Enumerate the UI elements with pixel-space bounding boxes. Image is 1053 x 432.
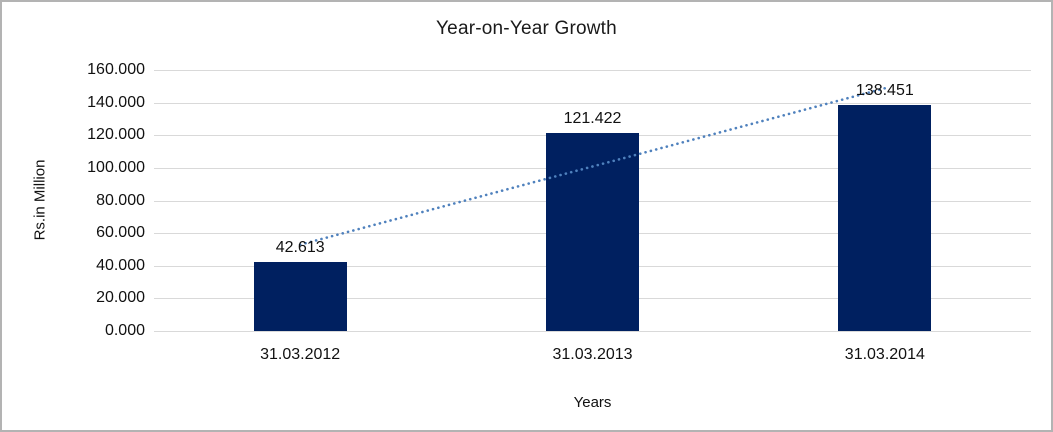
x-axis-title: Years	[573, 394, 612, 411]
x-tick-label: 31.03.2014	[844, 346, 925, 363]
data-label: 121.422	[563, 109, 622, 127]
data-label: 138.451	[855, 82, 914, 100]
y-tick-label: 0.000	[104, 322, 145, 339]
bar-31.03.2012	[253, 261, 347, 331]
y-tick-label: 80.000	[96, 191, 145, 209]
gridline	[154, 70, 1031, 71]
chart-title: Year-on-Year Growth	[436, 18, 617, 39]
x-tick-label: 31.03.2012	[260, 346, 341, 363]
gridline	[154, 102, 1031, 104]
data-label: 42.613	[275, 238, 325, 256]
y-tick-label: 140.000	[87, 93, 145, 111]
y-tick-label: 20.000	[96, 289, 145, 307]
y-tick-label: 160.000	[87, 61, 145, 78]
y-tick-label: 40.000	[96, 256, 145, 274]
y-axis-tick-labels: 0.000 20.000 40.000 60.000 80.000 100.000 120.…	[2, 61, 145, 339]
bar-31.03.2013	[546, 132, 639, 331]
gridline	[154, 331, 1031, 332]
y-tick-label: 100.000	[87, 158, 145, 176]
plot-area: 42.613 121.422 138.451	[154, 70, 1031, 332]
y-tick-label: 60.000	[96, 224, 145, 242]
bar-31.03.2014	[838, 105, 932, 331]
x-tick-label: 31.03.2013	[552, 346, 633, 363]
y-tick-label: 120.000	[87, 126, 145, 144]
x-axis-tick-labels: 31.03.2012 31.03.2013 31.03.2014	[154, 346, 1031, 368]
